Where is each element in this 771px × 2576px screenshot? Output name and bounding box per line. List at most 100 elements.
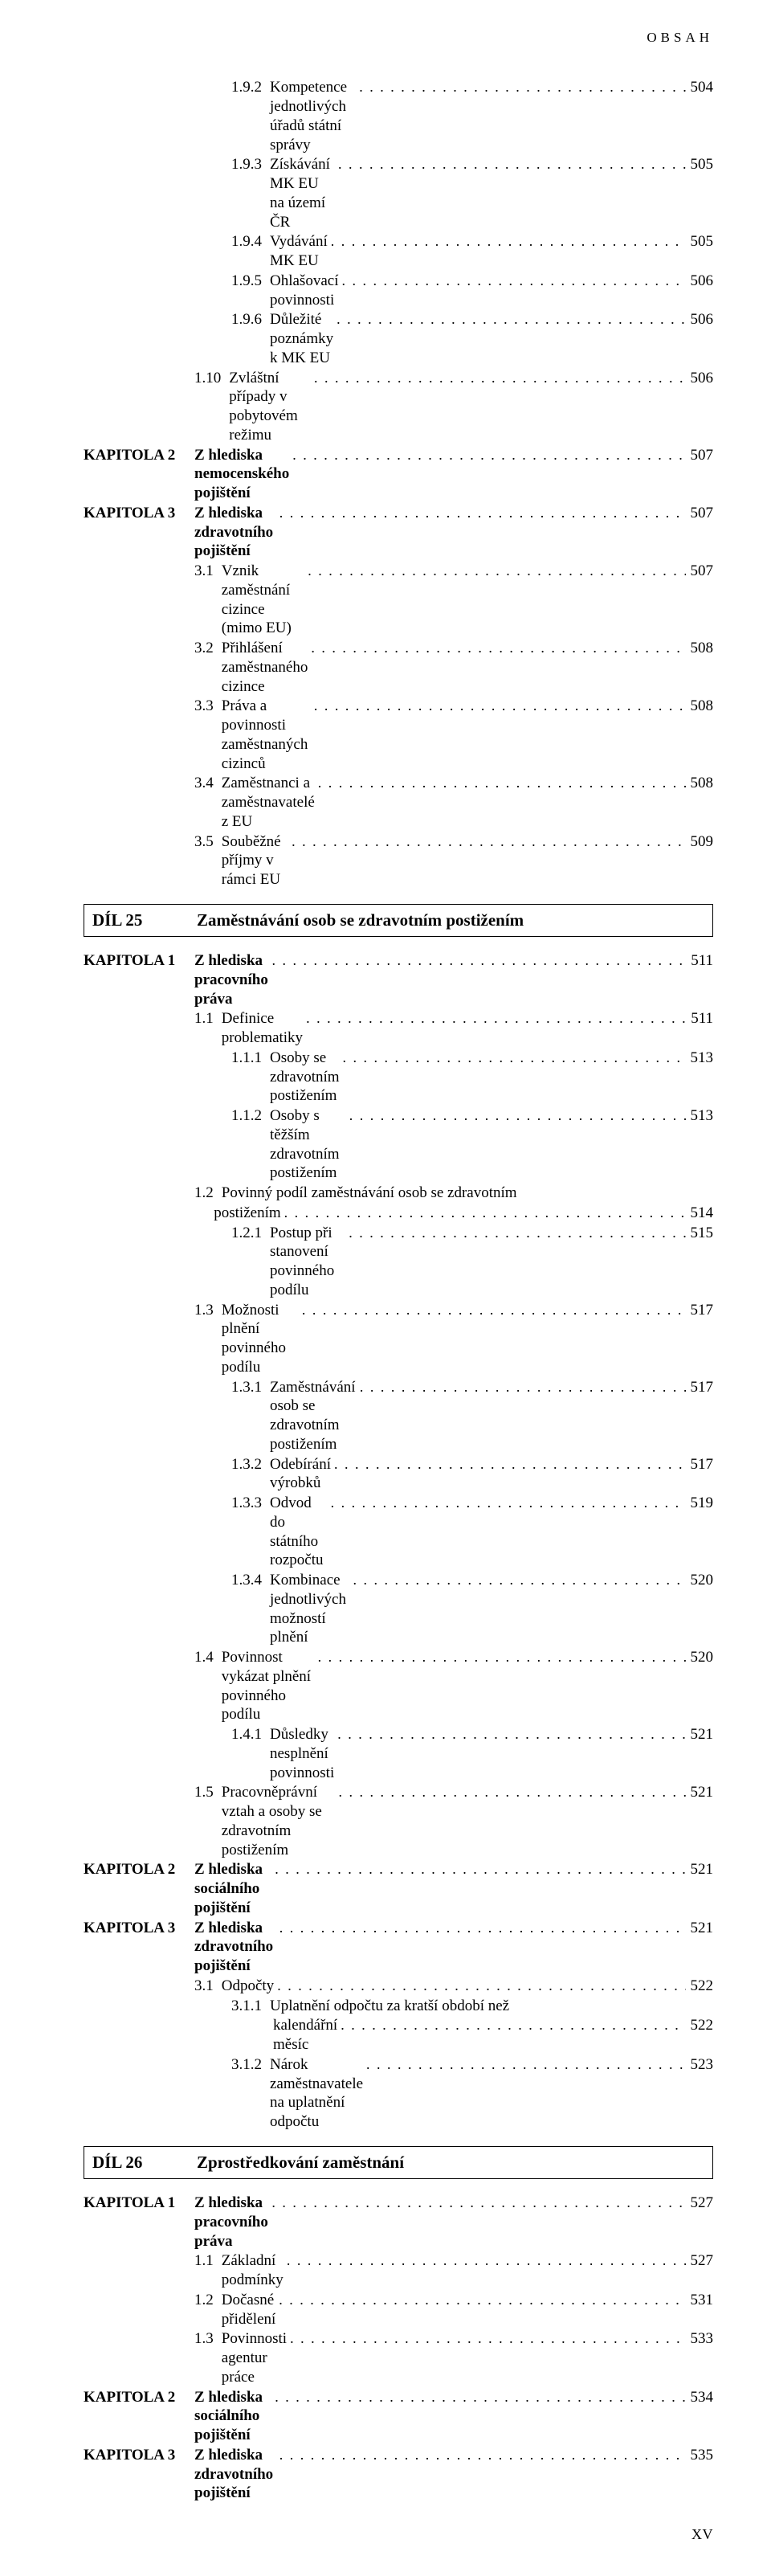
- toc-num: 1.2: [194, 2291, 222, 2310]
- toc-page: 515: [686, 1224, 714, 1243]
- toc-item: . 1.3.1 Zaměstnávání osob se zdravotním …: [84, 1378, 713, 1454]
- toc-page: 505: [686, 232, 714, 251]
- dot-leader: [276, 1919, 686, 1937]
- toc-page: 513: [686, 1049, 714, 1068]
- toc-title: Z hlediska pracovního práva: [194, 951, 269, 1008]
- toc-num: 1.3.3: [194, 1494, 270, 1513]
- toc-item: . 1.9.3 Získávání MK EU na území ČR 505: [84, 155, 713, 231]
- dot-leader: [303, 1009, 686, 1028]
- dot-leader: [304, 562, 685, 580]
- dot-leader: [338, 272, 685, 290]
- toc-title: Zvláštní případy v pobytovém režimu: [229, 369, 311, 445]
- dot-leader: [356, 78, 685, 96]
- toc-title: Nárok zaměstnavatele na uplatnění odpočt…: [270, 2055, 363, 2132]
- toc-page: 534: [686, 2388, 714, 2407]
- toc-num: 1.3.4: [194, 1571, 270, 1590]
- toc-item: . 1.9.6 Důležité poznámky k MK EU 506: [84, 310, 713, 367]
- chapter-label: KAPITOLA 3: [84, 1919, 194, 1938]
- chapter-label: KAPITOLA 3: [84, 2446, 194, 2465]
- toc-item: . 1.4.1 Důsledky nesplnění povinnosti 52…: [84, 1725, 713, 1782]
- toc-title: Osoby se zdravotním postižením: [270, 1049, 340, 1106]
- toc-title: Odebírání výrobků: [270, 1455, 331, 1494]
- dot-leader: [328, 1494, 686, 1512]
- toc-page: 505: [686, 155, 714, 174]
- toc-num: 1.3: [194, 1301, 222, 1320]
- toc-num: 3.1: [194, 562, 222, 581]
- toc-page: 522: [686, 1977, 714, 1996]
- toc-page: 521: [686, 1919, 714, 1938]
- running-head: OBSAH: [84, 29, 713, 46]
- dot-leader: [311, 697, 686, 715]
- toc-num: 3.4: [194, 774, 222, 793]
- toc-item: . 3.1 Odpočty 522: [84, 1977, 713, 1996]
- toc-block-b: KAPITOLA 1 Z hlediska pracovního práva 5…: [84, 951, 713, 2132]
- toc-item: . 1.1.1 Osoby se zdravotním postižením 5…: [84, 1049, 713, 1106]
- toc-title: Získávání MK EU na území ČR: [270, 155, 335, 231]
- toc-title: Zaměstnanci a zaměstnavatelé z EU: [222, 774, 315, 831]
- toc-title: Z hlediska zdravotního pojištění: [194, 1919, 276, 1976]
- toc-num: 1.2.1: [194, 1224, 270, 1243]
- dot-leader: [274, 1977, 685, 1995]
- toc-page: 509: [686, 832, 714, 852]
- toc-num: 3.5: [194, 832, 222, 852]
- toc-title: Povinný podíl zaměstnávání osob se zdrav…: [222, 1184, 517, 1203]
- toc-chapter-row: KAPITOLA 3 Z hlediska zdravotního pojišt…: [84, 1919, 713, 1976]
- toc-item: . 3.1.2 Nárok zaměstnavatele na uplatněn…: [84, 2055, 713, 2132]
- toc-page: 519: [686, 1494, 714, 1513]
- toc-item: . 1.2 Povinný podíl zaměstnávání osob se…: [84, 1184, 713, 1203]
- dot-leader: [331, 1455, 686, 1474]
- toc-item: . 1.2 Dočasné přidělení 531: [84, 2291, 713, 2329]
- toc-chapter-row: KAPITOLA 2 Z hlediska sociálního pojiště…: [84, 2388, 713, 2445]
- toc-num: [194, 1204, 214, 1223]
- toc-page: 504: [686, 78, 714, 97]
- dot-leader: [311, 369, 686, 387]
- toc-item: . 1.5 Pracovněprávní vztah a osoby se zd…: [84, 1783, 713, 1859]
- dot-leader: [271, 2388, 685, 2406]
- toc-block-c: KAPITOLA 1 Z hlediska pracovního práva 5…: [84, 2194, 713, 2503]
- chapter-label: KAPITOLA 1: [84, 951, 194, 971]
- toc-item: . 3.1.1 Uplatnění odpočtu za kratší obdo…: [84, 1997, 713, 2016]
- part-title: Zaměstnávání osob se zdravotním postižen…: [197, 910, 524, 930]
- toc-num: 1.9.6: [194, 310, 270, 329]
- toc-num: 1.3.1: [194, 1378, 270, 1397]
- toc-title: Z hlediska sociálního pojištění: [194, 2388, 271, 2445]
- toc-page: 506: [686, 272, 714, 291]
- chapter-label: KAPITOLA 3: [84, 504, 194, 523]
- dot-leader: [337, 2016, 685, 2034]
- toc-page: 508: [686, 697, 714, 716]
- page: OBSAH . 1.9.2 Kompetence jednotlivých úř…: [0, 0, 771, 2576]
- toc-page: 531: [686, 2291, 714, 2310]
- toc-page: 522: [686, 2016, 714, 2035]
- toc-title: Pracovněprávní vztah a osoby se zdravotn…: [222, 1783, 336, 1859]
- dot-leader: [350, 1571, 686, 1589]
- dot-leader: [284, 2251, 686, 2270]
- toc-title: Povinnost vykázat plnění povinného podíl…: [222, 1648, 315, 1724]
- part-label: DÍL 25: [92, 910, 197, 930]
- toc-page: 506: [686, 310, 714, 329]
- dot-leader: [315, 774, 686, 792]
- toc-title: Postup při stanovení povinného podílu: [270, 1224, 345, 1300]
- toc-page: 508: [686, 774, 714, 793]
- toc-page: 517: [686, 1378, 714, 1397]
- toc-item: . 1.9.2 Kompetence jednotlivých úřadů st…: [84, 78, 713, 154]
- dot-leader: [288, 832, 685, 851]
- toc-num: 1.1: [194, 2251, 222, 2271]
- toc-page: 514: [686, 1204, 714, 1223]
- toc-num: 1.4.1: [194, 1725, 270, 1744]
- toc-item: . 1.1.2 Osoby s těžším zdravotním postiž…: [84, 1106, 713, 1183]
- toc-num: 1.9.3: [194, 155, 270, 174]
- toc-page: 527: [686, 2194, 714, 2213]
- dot-leader: [335, 155, 686, 174]
- toc-num: 1.9.5: [194, 272, 270, 291]
- dot-leader: [315, 1648, 686, 1666]
- toc-page: 517: [686, 1455, 714, 1474]
- toc-title: Práva a povinnosti zaměstnaných cizinců: [222, 697, 311, 773]
- dot-leader: [276, 504, 686, 522]
- toc-title: Odvod do státního rozpočtu: [270, 1494, 328, 1570]
- toc-num: 1.1: [194, 1009, 222, 1028]
- toc-page: 521: [686, 1860, 714, 1879]
- dot-leader: [336, 1783, 686, 1801]
- dot-leader: [345, 1224, 685, 1242]
- dot-leader: [333, 310, 685, 329]
- toc-title: Zaměstnávání osob se zdravotním postižen…: [270, 1378, 357, 1454]
